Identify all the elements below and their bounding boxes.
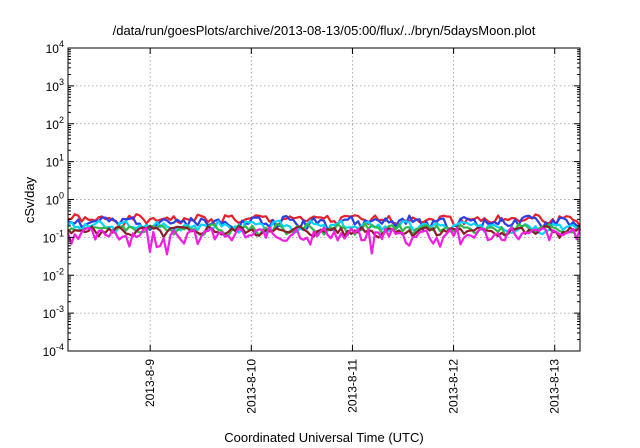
- series-line: [66, 225, 582, 256]
- y-axis: 10-4 10-3 10-2 10-1 100 101 102 103 104: [43, 39, 580, 359]
- y-tick-label: 101: [46, 153, 64, 170]
- y-tick-label: 10-3: [43, 304, 64, 321]
- series-line: [67, 222, 581, 237]
- y-axis-label: cSv/day: [22, 176, 37, 223]
- y-tick-label: 102: [46, 115, 64, 132]
- y-tick-label: 100: [46, 191, 64, 208]
- x-tick-label: 2013-8-12: [447, 359, 461, 414]
- y-tick-label: 104: [46, 39, 64, 56]
- series-group: [66, 213, 582, 256]
- y-tick-label: 10-4: [43, 342, 64, 359]
- x-axis-label: Coordinated Universal Time (UTC): [224, 430, 423, 445]
- y-tick-label: 103: [46, 77, 64, 94]
- x-tick-label: 2013-8-13: [548, 359, 562, 414]
- x-tick-label: 2013-8-10: [244, 359, 258, 414]
- chart-title: /data/run/goesPlots/archive/2013-08-13/0…: [113, 23, 536, 38]
- y-tick-label: 10-2: [43, 266, 64, 283]
- x-axis: 2013-8-9 2013-8-10 2013-8-11 2013-8-12 2013-…: [143, 48, 562, 414]
- grid-lines: [68, 48, 580, 351]
- x-tick-label: 2013-8-9: [143, 359, 157, 407]
- y-tick-label: 10-1: [43, 228, 64, 245]
- x-tick-label: 2013-8-11: [345, 359, 359, 413]
